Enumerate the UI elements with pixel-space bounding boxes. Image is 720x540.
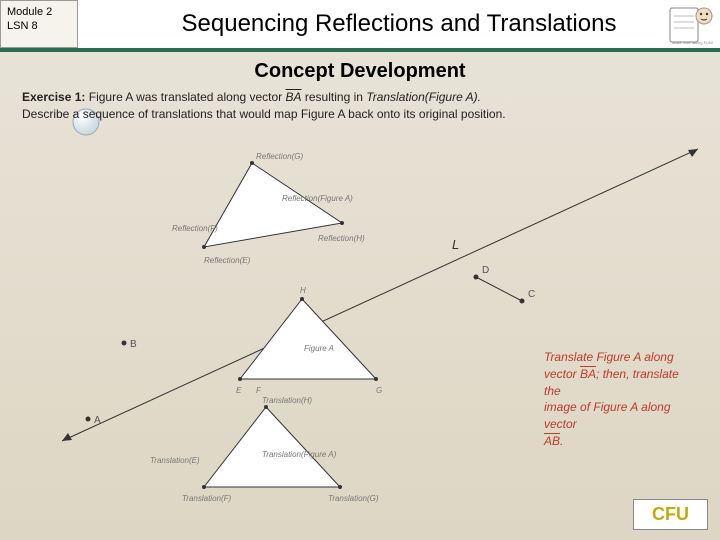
hint-l2a: vector xyxy=(544,367,577,381)
exercise-vec1: BA xyxy=(286,90,302,104)
notepad-icon: Make note taking FUN! xyxy=(666,2,714,46)
title-bar: Sequencing Reflections and Translations xyxy=(78,0,720,48)
hint-box: Translate Figure A along vector BA; then… xyxy=(544,349,694,450)
cfu-box: CFU xyxy=(633,499,708,530)
exercise-t2: resulting in xyxy=(305,90,363,104)
svg-text:Translation(F): Translation(F) xyxy=(182,494,232,503)
svg-text:Translation(Figure A): Translation(Figure A) xyxy=(262,450,337,459)
hint-vec2: AB xyxy=(544,434,560,448)
svg-text:Figure A: Figure A xyxy=(304,344,334,353)
svg-text:B: B xyxy=(130,339,137,350)
svg-text:Reflection(E): Reflection(E) xyxy=(204,256,251,265)
exercise-trans: Translation(Figure A). xyxy=(366,90,481,104)
svg-text:Translation(H): Translation(H) xyxy=(262,396,312,405)
hint-l1: Translate Figure A along xyxy=(544,350,674,364)
svg-text:L: L xyxy=(452,237,459,252)
module-line1: Module 2 xyxy=(7,5,71,19)
svg-text:Translation(G): Translation(G) xyxy=(328,494,379,503)
page-title: Sequencing Reflections and Translations xyxy=(182,10,617,38)
svg-text:C: C xyxy=(528,289,535,300)
content-area: Exercise 1: Figure A was translated alon… xyxy=(22,89,698,507)
exercise-t3: Describe a sequence of translations that… xyxy=(22,107,506,121)
svg-text:H: H xyxy=(300,286,306,295)
svg-text:Reflection(G): Reflection(G) xyxy=(256,152,303,161)
svg-text:E: E xyxy=(236,386,242,395)
header: Module 2 LSN 8 Sequencing Reflections an… xyxy=(0,0,720,52)
svg-text:F: F xyxy=(256,386,262,395)
svg-text:Reflection(F): Reflection(F) xyxy=(172,224,218,233)
svg-text:Reflection(Figure A): Reflection(Figure A) xyxy=(282,194,353,203)
module-box: Module 2 LSN 8 xyxy=(0,0,78,48)
exercise-text: Exercise 1: Figure A was translated alon… xyxy=(22,89,698,123)
exercise-label: Exercise 1: xyxy=(22,90,85,104)
svg-text:G: G xyxy=(376,386,382,395)
svg-text:Reflection(H): Reflection(H) xyxy=(318,234,365,243)
svg-text:A: A xyxy=(94,415,101,426)
svg-text:Make note taking FUN!: Make note taking FUN! xyxy=(672,40,713,45)
svg-text:D: D xyxy=(482,265,489,276)
hint-l3: image of Figure A along vector xyxy=(544,400,671,431)
subtitle: Concept Development xyxy=(0,60,720,83)
hint-vec1: BA xyxy=(580,367,596,381)
svg-text:Translation(E): Translation(E) xyxy=(150,456,200,465)
module-line2: LSN 8 xyxy=(7,19,71,33)
geometry-diagram: L Reflection(G) Reflection(Figure A) Reflec… xyxy=(22,131,698,507)
hint-l4: . xyxy=(560,434,563,448)
exercise-t1: Figure A was translated along vector xyxy=(89,90,282,104)
